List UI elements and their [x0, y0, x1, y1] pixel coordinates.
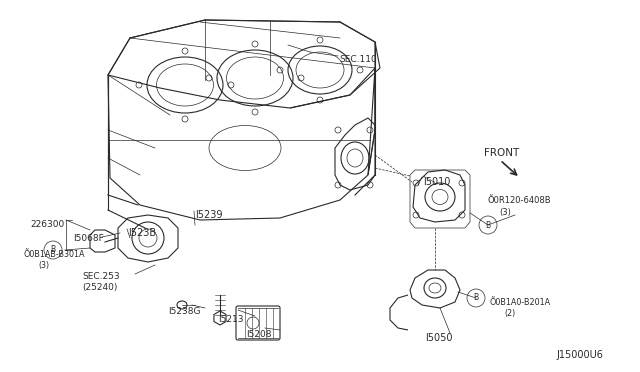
Text: 226300: 226300 — [30, 220, 64, 229]
Text: l5213: l5213 — [218, 315, 243, 324]
Text: Õ0B1AB-B301A: Õ0B1AB-B301A — [24, 250, 86, 259]
Text: Õ0B1A0-B201A: Õ0B1A0-B201A — [490, 298, 551, 307]
Text: l5068F: l5068F — [73, 234, 104, 243]
Text: SEC.253: SEC.253 — [82, 272, 120, 281]
Text: l5208: l5208 — [246, 330, 271, 339]
Text: (3): (3) — [499, 208, 511, 217]
Text: J15000U6: J15000U6 — [556, 350, 603, 360]
Text: Õ0R120-6408B: Õ0R120-6408B — [487, 196, 550, 205]
Text: l5238G: l5238G — [168, 307, 200, 316]
Text: FRONT: FRONT — [484, 148, 519, 158]
Text: (25240): (25240) — [82, 283, 117, 292]
Text: (3): (3) — [38, 261, 49, 270]
Text: l5050: l5050 — [425, 333, 452, 343]
Text: B: B — [485, 221, 491, 230]
Text: SEC.110: SEC.110 — [339, 55, 377, 64]
Text: l523B: l523B — [128, 228, 156, 238]
Text: l5010: l5010 — [423, 177, 451, 187]
Text: (2): (2) — [504, 309, 515, 318]
Text: B: B — [51, 246, 56, 254]
Text: B: B — [474, 294, 479, 302]
Text: l5239: l5239 — [195, 210, 223, 220]
